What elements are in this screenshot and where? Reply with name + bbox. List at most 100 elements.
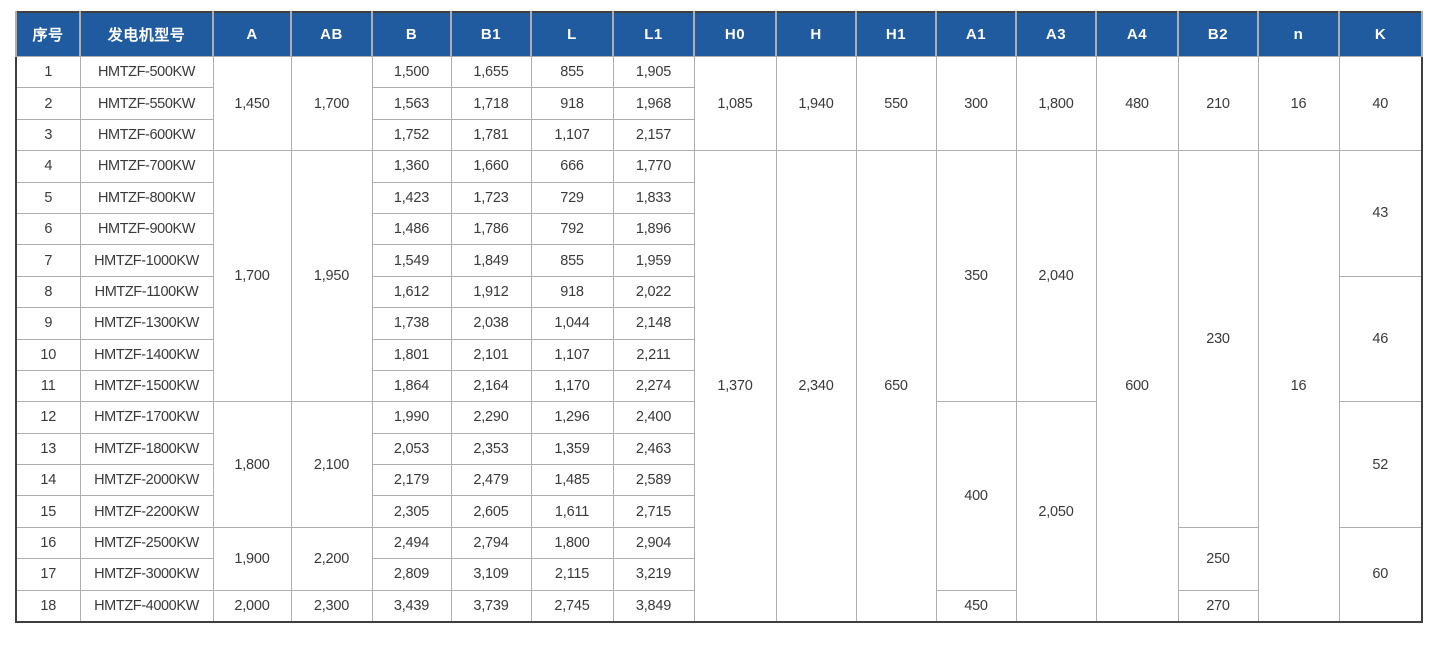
cell-B: 1,486 [371, 212, 452, 246]
cell-B1: 2,479 [450, 464, 532, 497]
cell-B1: 1,781 [450, 118, 532, 152]
column-header-n: n [1257, 12, 1340, 57]
cell-n: 16 [1257, 150, 1340, 623]
cell-model: HMTZF-4000KW [79, 589, 214, 623]
cell-B1: 1,723 [450, 181, 532, 214]
column-header-B1: B1 [450, 12, 532, 57]
cell-B2: 230 [1177, 150, 1259, 528]
cell-B: 1,423 [371, 181, 452, 214]
column-header-A: A [212, 12, 292, 57]
cell-B: 2,179 [371, 464, 452, 497]
cell-model: HMTZF-1100KW [79, 275, 214, 309]
cell-L1: 3,849 [612, 589, 695, 623]
cell-A3: 2,040 [1015, 150, 1097, 403]
cell-B2: 270 [1177, 589, 1259, 623]
table-row: 10 HMTZF-1400KW 1,801 2,101 1,107 2,211 [15, 338, 1422, 371]
cell-L: 1,107 [530, 118, 614, 152]
cell-model: HMTZF-900KW [79, 212, 214, 246]
cell-H1: 650 [855, 150, 937, 623]
table-head: 序号 发电机型号 A AB B B1 L L1 H0 H H1 A1 A3 A4 B2 n K [15, 12, 1423, 57]
cell-L1: 2,274 [612, 369, 695, 403]
cell-AB: 1,700 [290, 55, 373, 152]
cell-index: 14 [15, 464, 81, 497]
table-row: 16 HMTZF-2500KW 1,900 2,200 2,494 2,794 1,800 2… [15, 526, 1423, 623]
cell-model: HMTZF-1300KW [79, 307, 214, 340]
cell-L1: 1,770 [612, 150, 695, 183]
cell-B: 1,738 [371, 307, 452, 340]
cell-index: 17 [15, 558, 81, 591]
column-header-L1: L1 [612, 12, 695, 57]
cell-L1: 1,833 [612, 181, 695, 214]
cell-index: 4 [15, 150, 81, 183]
cell-K: 43 [1338, 150, 1423, 277]
table-row: 4 HMTZF-700KW 1,700 1,950 1,360 1,660 666 1,770… [15, 150, 1423, 623]
cell-model: HMTZF-800KW [79, 181, 214, 214]
cell-K: 40 [1338, 55, 1423, 152]
cell-B1: 2,353 [450, 432, 532, 466]
cell-H0: 1,085 [693, 55, 777, 152]
cell-A: 1,800 [212, 401, 292, 528]
table-row: 3 HMTZF-600KW 1,752 1,781 1,107 2,157 [15, 118, 1422, 152]
cell-index: 12 [15, 401, 81, 434]
cell-B: 1,563 [371, 87, 452, 120]
cell-model: HMTZF-1700KW [79, 401, 214, 434]
cell-index: 15 [15, 495, 81, 528]
cell-model: HMTZF-600KW [79, 118, 214, 152]
cell-B1: 2,605 [450, 495, 532, 528]
cell-L: 1,611 [530, 495, 614, 528]
table-row: 5 HMTZF-800KW 1,423 1,723 729 1,833 [15, 181, 1422, 214]
cell-H1: 550 [855, 55, 937, 152]
column-header-B: B [371, 12, 452, 57]
cell-index: 6 [15, 212, 81, 246]
cell-index: 9 [15, 307, 81, 340]
cell-L1: 2,157 [612, 118, 695, 152]
cell-L: 2,745 [530, 589, 614, 623]
cell-L: 1,485 [530, 464, 614, 497]
column-header-index: 序号 [15, 12, 81, 57]
table-body: 1 HMTZF-500KW 1,450 1,700 1,500 1,655 855 1,905… [15, 55, 1423, 623]
cell-L: 666 [530, 150, 614, 183]
cell-B2: 250 [1177, 526, 1259, 591]
cell-L: 918 [530, 87, 614, 120]
cell-L: 918 [530, 275, 614, 309]
cell-model: HMTZF-3000KW [79, 558, 214, 591]
cell-A3: 1,800 [1015, 55, 1097, 152]
cell-B2: 210 [1177, 55, 1259, 152]
column-header-A1: A1 [935, 12, 1017, 57]
cell-A4: 480 [1095, 55, 1179, 152]
cell-K: 46 [1338, 275, 1423, 403]
cell-A: 1,700 [212, 150, 292, 403]
cell-A1: 400 [935, 401, 1017, 591]
cell-model: HMTZF-2500KW [79, 526, 214, 560]
cell-A1: 300 [935, 55, 1017, 152]
cell-L1: 2,022 [612, 275, 695, 309]
cell-index: 8 [15, 275, 81, 309]
cell-L1: 2,463 [612, 432, 695, 466]
cell-B1: 2,164 [450, 369, 532, 403]
table-row: 1 HMTZF-500KW 1,450 1,700 1,500 1,655 855 1,905… [15, 55, 1423, 152]
cell-model: HMTZF-1800KW [79, 432, 214, 466]
cell-L: 1,359 [530, 432, 614, 466]
cell-B1: 2,038 [450, 307, 532, 340]
column-header-H: H [775, 12, 857, 57]
cell-B1: 1,660 [450, 150, 532, 183]
table-row: 6 HMTZF-900KW 1,486 1,786 792 1,896 [15, 212, 1422, 246]
table-row: 2 HMTZF-550KW 1,563 1,718 918 1,968 [15, 87, 1422, 120]
cell-L1: 1,896 [612, 212, 695, 246]
cell-A3: 2,050 [1015, 401, 1097, 623]
column-header-B2: B2 [1177, 12, 1259, 57]
cell-L1: 1,905 [612, 55, 695, 89]
cell-K: 52 [1338, 401, 1423, 528]
cell-L: 792 [530, 212, 614, 246]
column-header-L: L [530, 12, 614, 57]
table-row: 11 HMTZF-1500KW 1,864 2,164 1,170 2,274 [15, 369, 1422, 403]
cell-model: HMTZF-500KW [79, 55, 214, 89]
cell-index: 18 [15, 589, 81, 623]
cell-index: 16 [15, 526, 81, 560]
cell-L: 1,044 [530, 307, 614, 340]
cell-L: 1,107 [530, 338, 614, 371]
cell-L: 2,115 [530, 558, 614, 591]
cell-B1: 1,849 [450, 244, 532, 277]
cell-L1: 2,148 [612, 307, 695, 340]
cell-L1: 2,589 [612, 464, 695, 497]
